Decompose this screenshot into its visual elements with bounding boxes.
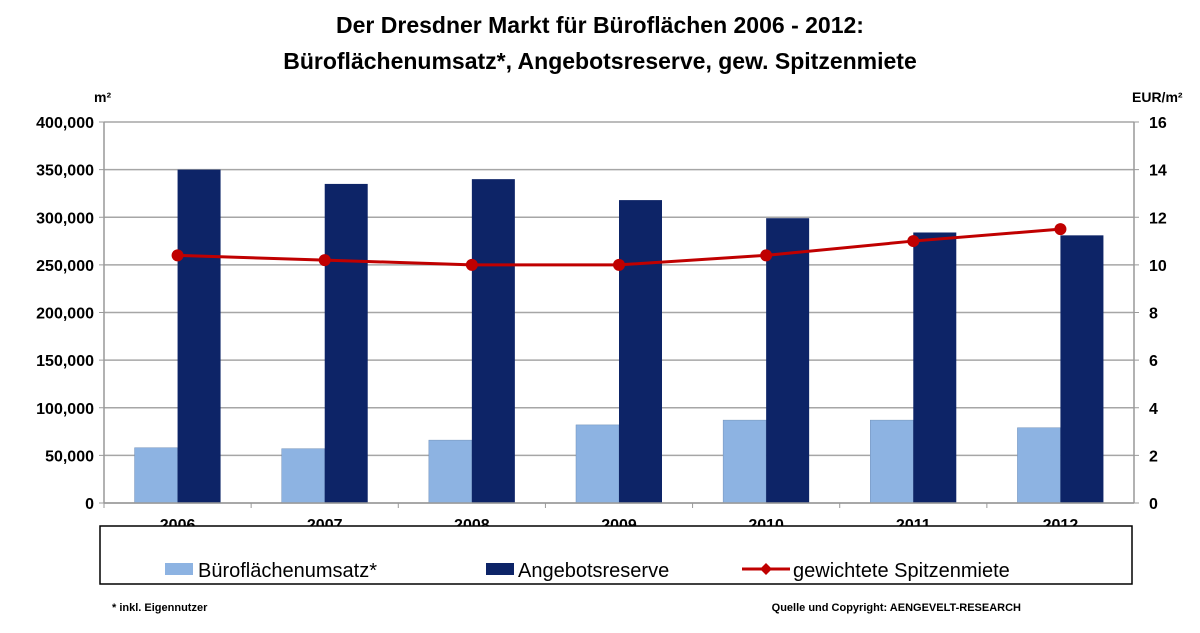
y-tick-label: 350,000 — [36, 163, 94, 180]
y2-tick-label: 4 — [1149, 401, 1158, 418]
point-spitzenmiete — [465, 258, 478, 271]
point-spitzenmiete — [171, 249, 184, 262]
point-spitzenmiete — [907, 235, 920, 248]
y2-tick-label: 2 — [1149, 448, 1158, 465]
y2-tick-label: 16 — [1149, 115, 1167, 132]
y2-tick-label: 10 — [1149, 258, 1167, 275]
point-spitzenmiete — [760, 249, 773, 262]
chart-title: Der Dresdner Markt für Büroflächen 2006 … — [336, 12, 864, 38]
bar-bueroflaechenumsatz — [281, 448, 325, 504]
bar-angebotsreserve — [619, 200, 662, 504]
y2-tick-label: 12 — [1149, 210, 1167, 227]
bar-angebotsreserve — [177, 169, 221, 503]
bar-angebotsreserve — [324, 183, 368, 503]
point-spitzenmiete — [318, 254, 331, 267]
legend-label-reserve: Angebotsreserve — [518, 560, 669, 582]
point-spitzenmiete — [613, 258, 625, 271]
y-tick-label: 100,000 — [36, 401, 94, 418]
footnote: * inkl. Eigennutzer — [112, 602, 208, 614]
source: Quelle und Copyright: AENGEVELT-RESEARCH — [772, 602, 1021, 614]
bar-angebotsreserve — [766, 218, 810, 503]
bar-bueroflaechenumsatz — [1017, 427, 1061, 504]
bar-bueroflaechenumsatz — [575, 424, 620, 504]
y-tick-label: 400,000 — [36, 115, 94, 132]
legend-label-miete: gewichtete Spitzenmiete — [793, 560, 1010, 582]
chart-subtitle: Büroflächenumsatz*, Angebotsreserve, gew… — [283, 48, 917, 74]
legend-swatch-umsatz — [165, 563, 193, 575]
y2-tick-label: 8 — [1149, 306, 1158, 323]
y2-axis-label: EUR/m² — [1132, 89, 1183, 105]
y2-tick-label: 0 — [1149, 496, 1158, 513]
bar-angebotsreserve — [471, 179, 515, 503]
bar-bueroflaechenumsatz — [134, 447, 178, 504]
point-spitzenmiete — [1054, 223, 1067, 236]
bar-angebotsreserve — [913, 232, 957, 504]
y-tick-label: 250,000 — [36, 258, 94, 275]
y-axis-label: m² — [94, 89, 111, 105]
y-tick-label: 150,000 — [36, 353, 94, 370]
bar-bueroflaechenumsatz — [870, 419, 914, 504]
y-tick-label: 0 — [85, 496, 94, 513]
y-tick-label: 300,000 — [36, 210, 94, 227]
y2-tick-label: 14 — [1149, 163, 1167, 180]
y-tick-label: 50,000 — [45, 448, 94, 465]
legend-label-umsatz: Büroflächenumsatz* — [198, 560, 377, 582]
y-tick-label: 200,000 — [36, 306, 94, 323]
legend: Büroflächenumsatz* Angebotsreserve gewic… — [99, 525, 1133, 585]
y2-tick-label: 6 — [1149, 353, 1158, 370]
legend-marker-miete — [760, 563, 772, 575]
bar-bueroflaechenumsatz — [722, 419, 767, 504]
bar-bueroflaechenumsatz — [428, 439, 473, 504]
bar-angebotsreserve — [1060, 235, 1104, 503]
legend-swatch-reserve — [486, 563, 514, 575]
